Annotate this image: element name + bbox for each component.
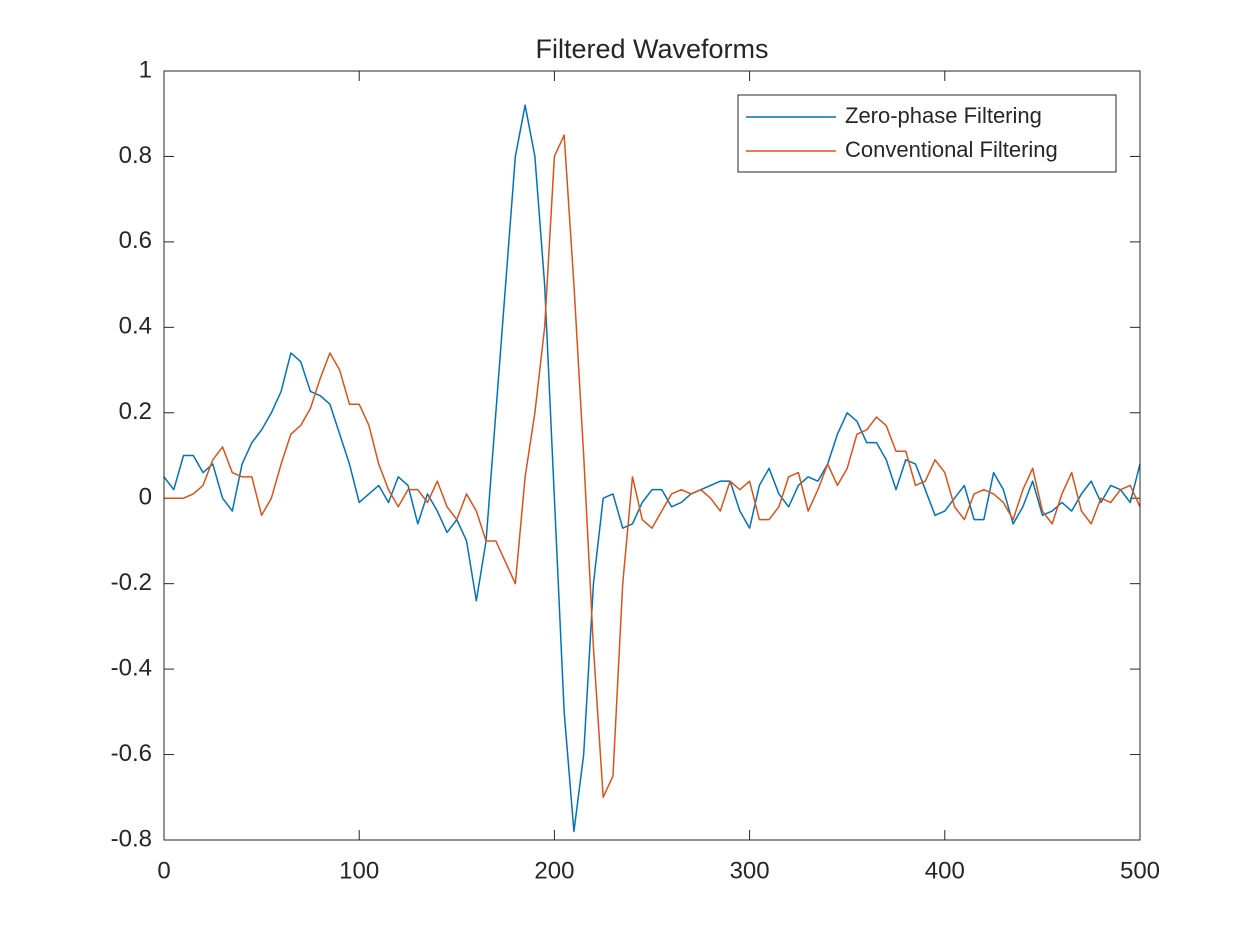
- y-tick-label: -0.4: [111, 654, 152, 681]
- x-tick-label: 400: [925, 857, 965, 884]
- x-tick-label: 0: [157, 857, 170, 884]
- series-line: [163, 104, 1141, 833]
- y-tick-label: -0.2: [111, 569, 152, 596]
- y-tick-label: 0.4: [119, 313, 152, 340]
- y-tick-label: 0.6: [119, 227, 152, 254]
- x-tick-label: 200: [534, 857, 574, 884]
- y-tick-label: 0.8: [119, 142, 152, 169]
- plot-frame: [163, 70, 1141, 841]
- legend-label: Conventional Filtering: [845, 137, 1058, 162]
- chart-title: Filtered Waveforms: [535, 34, 768, 64]
- x-tick-label: 300: [730, 857, 770, 884]
- legend-box: [737, 94, 1117, 173]
- x-tick-label: 500: [1120, 857, 1160, 884]
- y-tick-label: -0.8: [111, 825, 152, 852]
- x-tick-label: 100: [339, 857, 379, 884]
- y-tick-label: 0.2: [119, 398, 152, 425]
- series-line: [164, 134, 1141, 799]
- y-tick-label: -0.6: [111, 740, 152, 767]
- y-tick-label: 1: [139, 56, 152, 83]
- y-tick-label: 0: [139, 484, 152, 511]
- legend-label: Zero-phase Filtering: [845, 103, 1042, 128]
